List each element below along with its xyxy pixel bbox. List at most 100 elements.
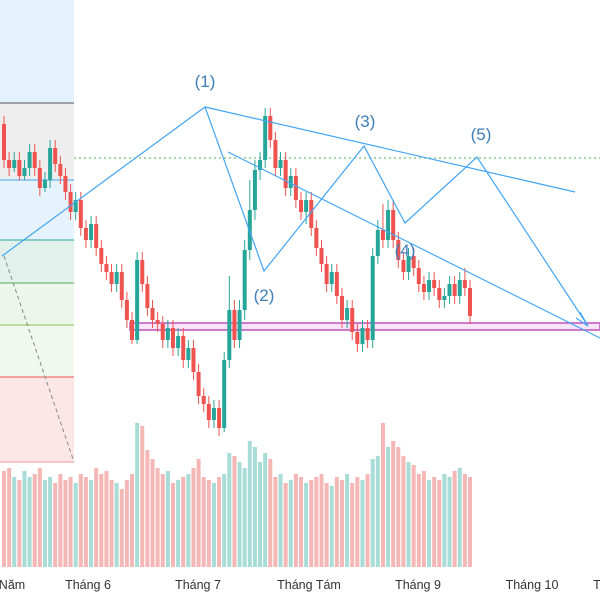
candle-body — [288, 176, 293, 188]
candle-body — [273, 140, 278, 168]
volume-bar — [63, 480, 68, 567]
volume-bar — [324, 483, 329, 567]
volume-bar — [350, 483, 355, 567]
candle-body — [329, 272, 334, 284]
candle-body — [355, 332, 360, 344]
wave-lines — [1, 106, 600, 339]
candle-body — [89, 224, 94, 240]
candle-body — [227, 310, 232, 360]
volume-bar — [78, 474, 83, 567]
volume-bar — [140, 426, 145, 567]
volume-bar — [27, 477, 32, 567]
volume-bar — [104, 471, 109, 567]
candle-body — [350, 308, 355, 332]
x-tick-thang-7: Tháng 7 — [175, 578, 221, 592]
candle-body — [32, 152, 37, 168]
fib-zone-grey — [0, 103, 74, 180]
volume-bar — [304, 483, 309, 567]
volume-bar — [421, 471, 426, 567]
volume-bar — [457, 468, 462, 567]
volume-bar — [468, 477, 472, 567]
candle-body — [109, 272, 114, 284]
candle-body — [196, 372, 201, 396]
volume-bar — [288, 480, 293, 567]
wave-labels: (1) (2) (3) (4) (5) — [195, 72, 492, 305]
candle-body — [58, 164, 63, 176]
candle-body — [242, 250, 247, 310]
volume-bar — [73, 483, 78, 567]
volume-bar — [130, 474, 135, 567]
candle-body — [370, 256, 375, 340]
wave-label-3: (3) — [355, 112, 376, 131]
volume-bar — [155, 468, 160, 567]
candle-body — [114, 272, 119, 284]
volume-bar — [211, 483, 216, 567]
candle-body — [411, 256, 416, 268]
candle-body — [278, 160, 283, 168]
volume-bar — [191, 468, 196, 567]
candle-body — [432, 280, 437, 288]
candle-body — [468, 288, 472, 316]
volume-bar — [237, 462, 242, 567]
candle-body — [27, 152, 32, 168]
candle-body — [380, 230, 385, 240]
candle-body — [170, 328, 175, 348]
candle-body — [232, 310, 237, 340]
volume-bar — [114, 483, 119, 567]
candle-body — [7, 160, 12, 168]
candle-body — [293, 176, 298, 200]
volume-bar — [181, 477, 186, 567]
candle-body — [53, 148, 58, 164]
candle-body — [140, 260, 145, 284]
volume-bar — [42, 480, 47, 567]
volume-bar — [452, 471, 457, 567]
candle-body — [73, 200, 78, 212]
candle-body — [155, 320, 160, 324]
volume-bar — [176, 480, 181, 567]
x-tick-thang-10: Tháng 10 — [506, 578, 559, 592]
candle-body — [391, 210, 396, 240]
volume-bars — [2, 423, 472, 567]
volume-bar — [222, 474, 227, 567]
volume-bar — [401, 456, 406, 567]
volume-bar — [416, 474, 421, 567]
candle-body — [63, 176, 68, 192]
volume-bar — [380, 423, 385, 567]
wave-label-5: (5) — [471, 125, 492, 144]
candle-body — [150, 308, 155, 320]
candle-body — [237, 310, 242, 340]
volume-bar — [247, 441, 252, 567]
candle-body — [447, 284, 452, 296]
x-axis: Năm Tháng 6 Tháng 7 Tháng Tám Tháng 9 Th… — [0, 578, 600, 592]
candle-body — [263, 116, 268, 160]
candle-body — [299, 200, 304, 212]
candle-body — [181, 336, 186, 360]
candlestick-series — [2, 108, 472, 436]
candle-body — [345, 308, 350, 320]
candle-body — [396, 240, 401, 260]
candle-body — [124, 300, 129, 320]
x-tick-thang-6: Tháng 6 — [65, 578, 111, 592]
candle-body — [201, 396, 206, 404]
candle-body — [252, 170, 257, 210]
fib-zone-top — [0, 0, 74, 103]
volume-bar — [432, 477, 437, 567]
volume-bar — [83, 477, 88, 567]
volume-bar — [201, 477, 206, 567]
candle-body — [360, 328, 365, 344]
volume-bar — [329, 486, 334, 567]
candle-body — [427, 280, 432, 292]
volume-bar — [89, 480, 94, 567]
candle-body — [283, 160, 288, 188]
fib-zone-lightgreen — [0, 325, 74, 377]
volume-bar — [58, 474, 63, 567]
candle-body — [104, 264, 109, 272]
volume-bar — [94, 468, 99, 567]
volume-bar — [293, 474, 298, 567]
x-tick-thang-9: Tháng 9 — [395, 578, 441, 592]
volume-bar — [258, 462, 263, 567]
candle-body — [406, 256, 411, 272]
volume-bar — [437, 480, 442, 567]
fib-zone-red — [0, 377, 74, 462]
volume-bar — [37, 468, 42, 567]
